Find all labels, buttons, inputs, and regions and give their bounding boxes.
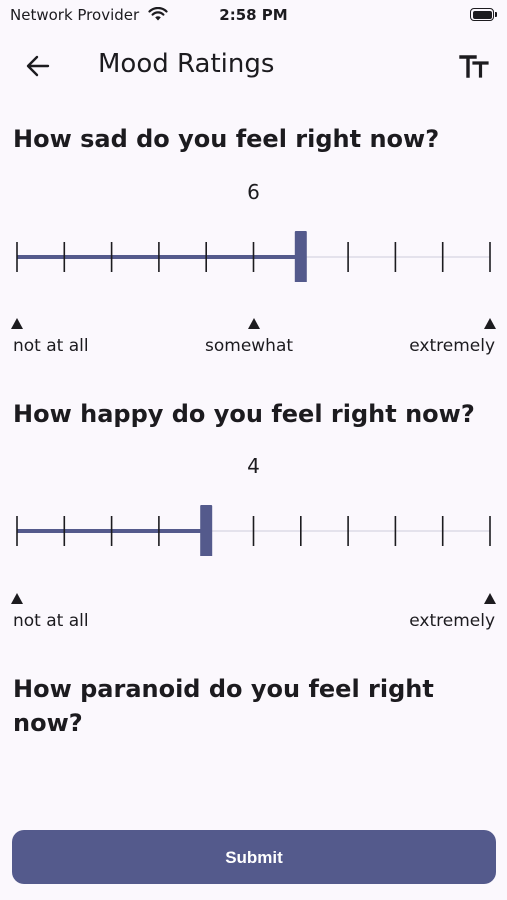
- status-bar: Network Provider 2:58 PM: [0, 0, 507, 32]
- question-happy: How happy do you feel right now? 4 01234…: [0, 397, 507, 637]
- anchor-marker-icon: [248, 318, 260, 329]
- anchor-marker-icon: [484, 318, 496, 329]
- anchor-labels: not at all extremely: [0, 589, 507, 649]
- question-sad: How sad do you feel right now? 6 0123456…: [0, 122, 507, 362]
- anchor-marker-icon: [484, 593, 496, 604]
- wifi-icon: [148, 7, 168, 21]
- question-title: How happy do you feel right now?: [13, 400, 475, 428]
- question-title: How paranoid do you feel right now?: [13, 675, 434, 737]
- page-title: Mood Ratings: [98, 49, 275, 79]
- app-bar: Mood Ratings: [0, 38, 507, 94]
- anchor-labels: not at all somewhat extremely: [0, 314, 507, 374]
- anchor-marker-icon: [11, 593, 23, 604]
- submit-button[interactable]: Submit: [12, 830, 496, 884]
- slider-value: 4: [247, 454, 260, 478]
- happy-rating-slider[interactable]: 012345678910: [0, 496, 507, 556]
- anchor-label-extremely: extremely: [409, 611, 495, 631]
- question-paranoid: How paranoid do you feel right now?: [0, 672, 507, 752]
- slider-thumb[interactable]: [200, 505, 213, 556]
- anchor-label-extremely: extremely: [409, 336, 495, 356]
- clock-time: 2:58 PM: [219, 6, 288, 24]
- sad-rating-slider[interactable]: 012345678910: [0, 222, 507, 282]
- slider-thumb[interactable]: [294, 231, 307, 282]
- back-arrow-icon[interactable]: [22, 50, 54, 82]
- slider-value: 6: [247, 180, 260, 204]
- anchor-label-not-at-all: not at all: [13, 336, 89, 356]
- battery-icon: [470, 8, 497, 21]
- text-size-icon[interactable]: [459, 52, 489, 80]
- anchor-marker-icon: [11, 318, 23, 329]
- anchor-label-not-at-all: not at all: [13, 611, 89, 631]
- anchor-label-somewhat: somewhat: [205, 336, 294, 356]
- carrier-name: Network Provider: [10, 6, 140, 24]
- question-title: How sad do you feel right now?: [13, 125, 440, 153]
